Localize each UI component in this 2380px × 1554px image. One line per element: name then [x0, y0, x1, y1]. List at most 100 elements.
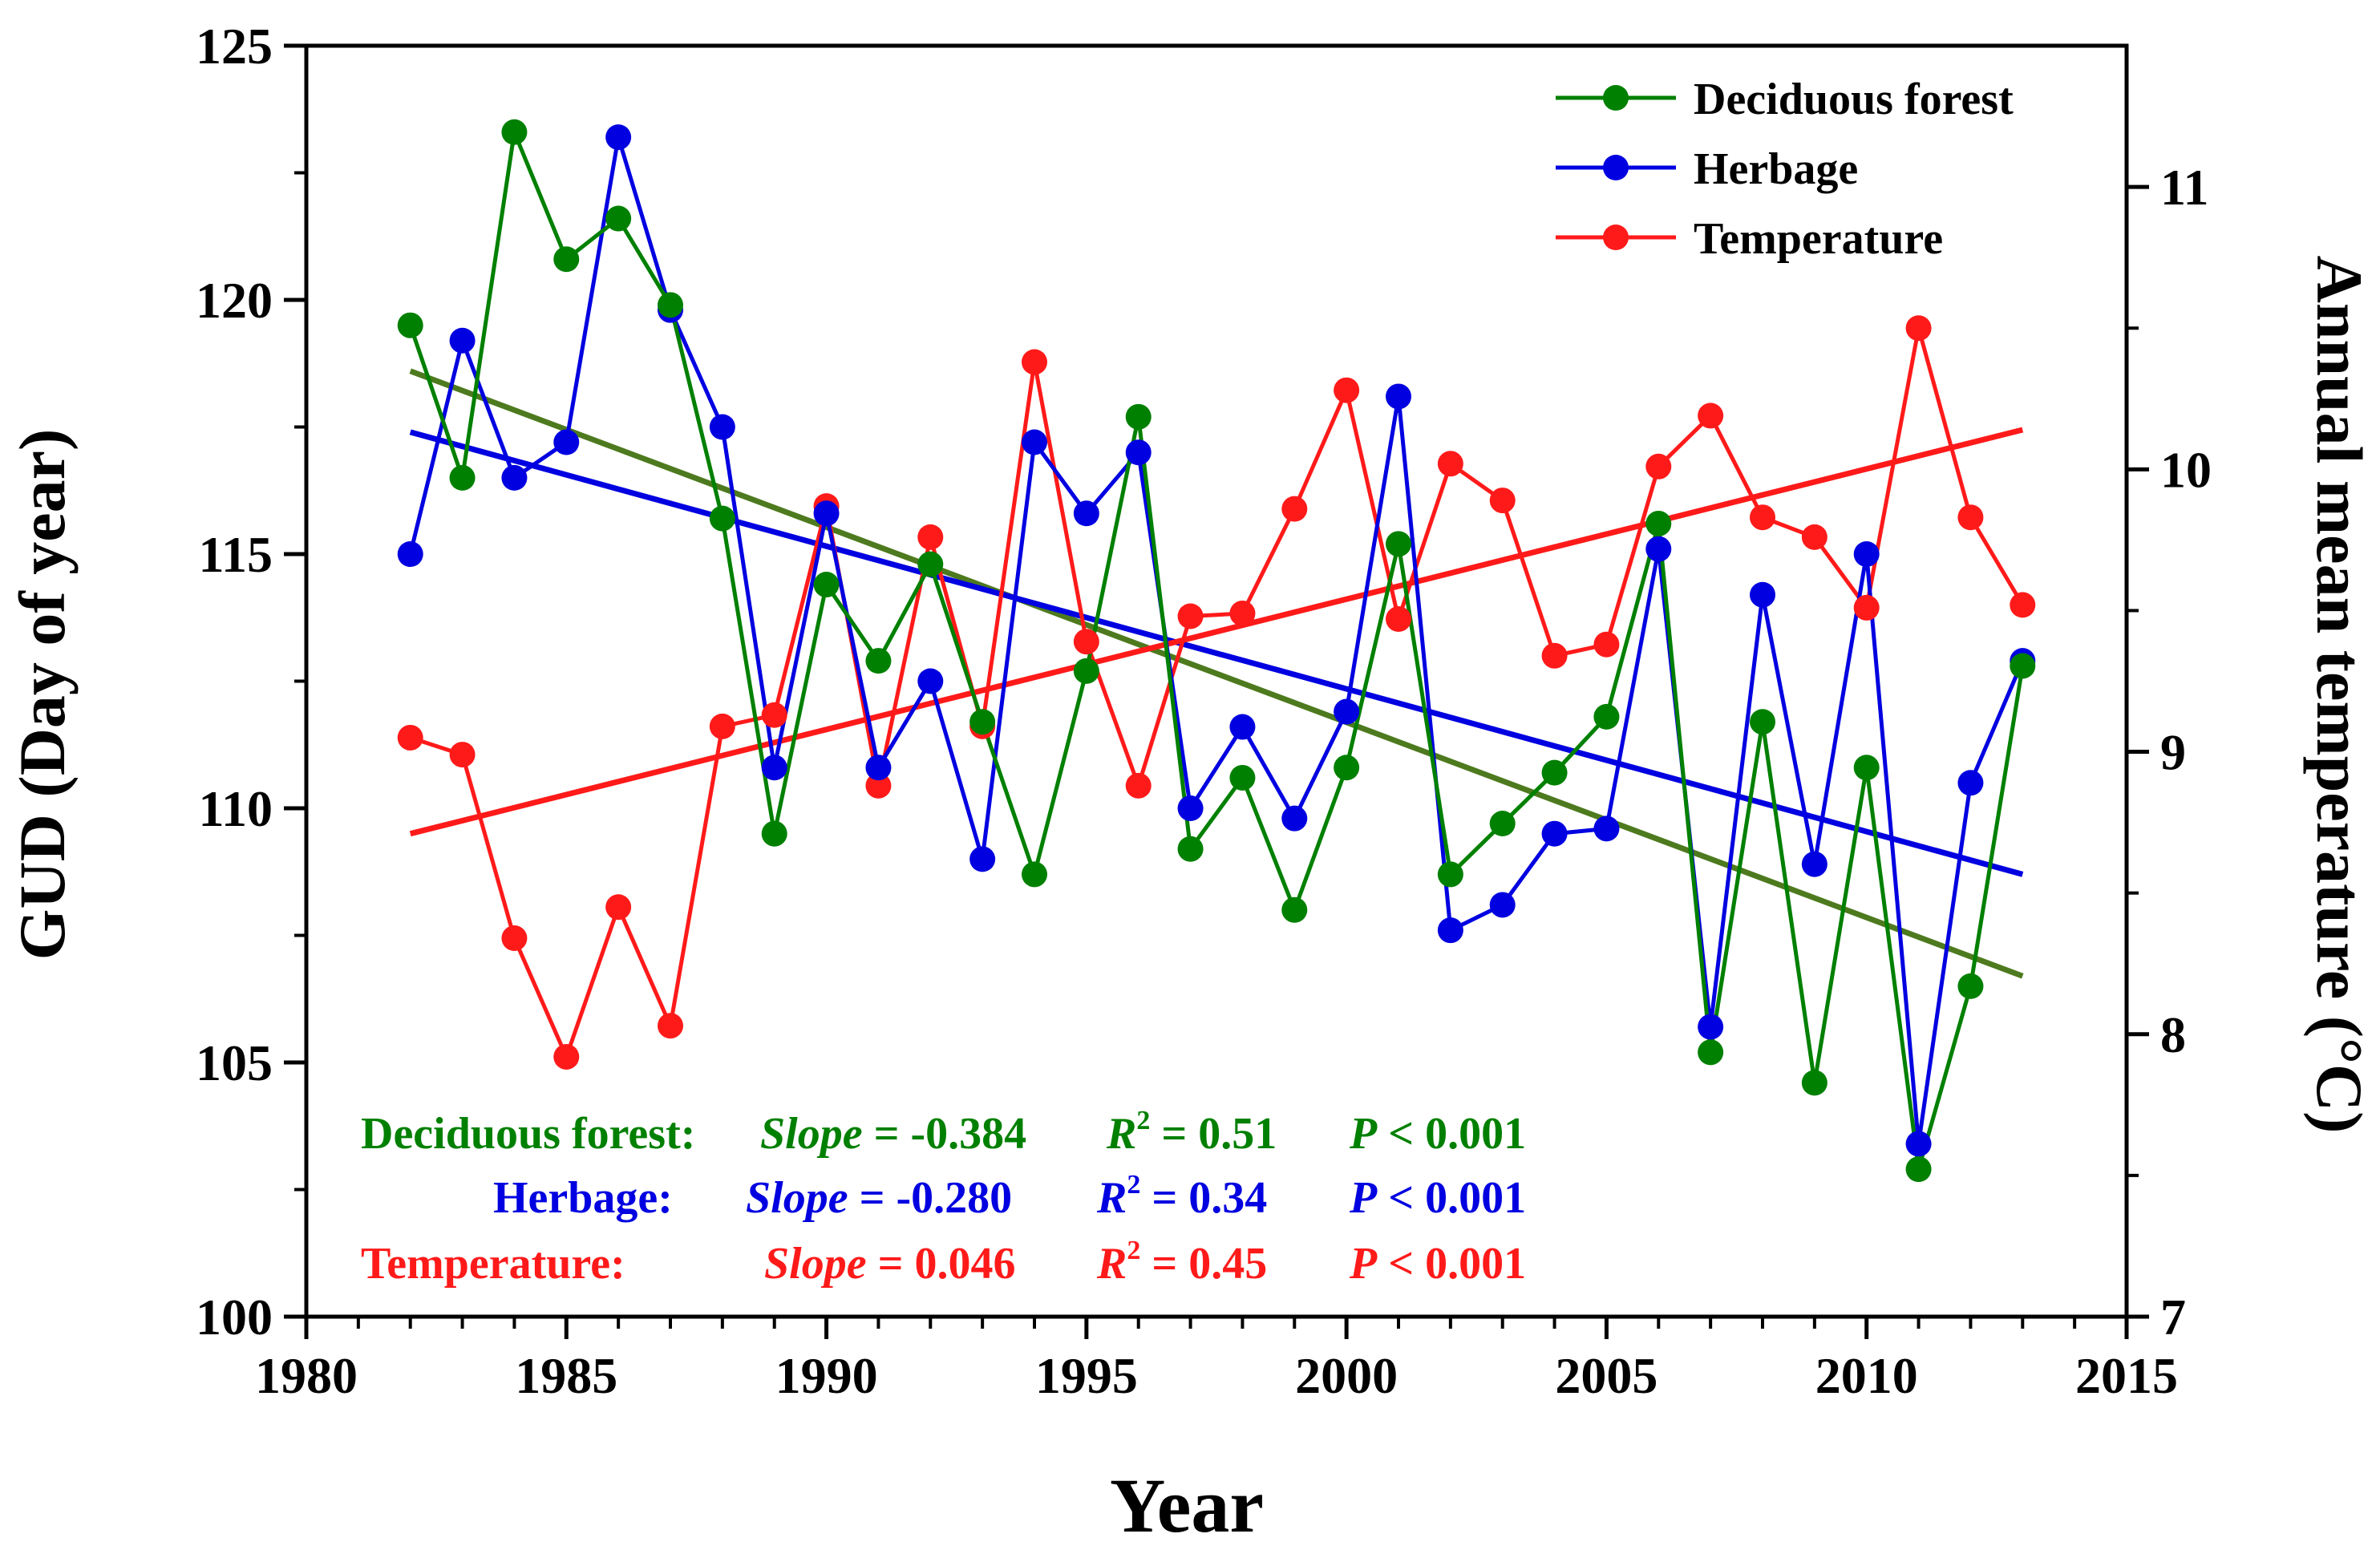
temperature-point — [1437, 451, 1463, 477]
deciduous-point — [813, 572, 840, 598]
herbage-point — [1281, 805, 1308, 832]
trend-lines-group — [409, 368, 2024, 979]
y-left-tick-label: 110 — [199, 780, 273, 837]
deciduous-trend-line — [409, 368, 2024, 979]
temperature-r2-value: = 0.45 — [1140, 1239, 1267, 1289]
temperature-point — [1593, 631, 1620, 658]
deciduous-point — [969, 709, 996, 735]
herbage-slope-word: Slope — [746, 1173, 848, 1223]
x-axis-title: Year — [1110, 1463, 1264, 1548]
legend-herbage-marker — [1603, 155, 1629, 180]
herbage-stats-p: P < 0.001 — [1349, 1173, 1526, 1223]
deciduous-point — [1386, 531, 1411, 557]
herbage-point — [1125, 439, 1152, 466]
herbage-point — [1022, 429, 1047, 455]
temperature-slope-value: = 0.046 — [867, 1239, 1016, 1289]
herbage-point — [1645, 536, 1672, 562]
herbage-point — [1437, 917, 1463, 944]
deciduous-point — [1229, 764, 1256, 791]
deciduous-point — [1437, 861, 1463, 888]
deciduous-series-line — [408, 124, 2025, 1170]
y-right-tick-label: 10 — [2160, 441, 2212, 498]
temperature-stats-p: P < 0.001 — [1349, 1239, 1526, 1289]
temperature-point — [449, 742, 476, 768]
herbage-point — [813, 500, 840, 527]
axes-group: 1980 1985 1990 1995 2000 2005 2010 2015 100 105 11… — [196, 18, 2212, 1404]
deciduous-point — [1489, 811, 1516, 837]
temperature-point — [1645, 453, 1672, 480]
herbage-point — [1073, 500, 1099, 527]
y-left-tick-label: 120 — [196, 272, 273, 329]
herbage-point — [605, 124, 632, 151]
regression-stats: Deciduous forest: Slope = -0.384 R2 = 0.51… — [361, 1106, 1526, 1289]
herbage-p-letter: P — [1349, 1173, 1378, 1223]
temperature-point — [605, 894, 632, 921]
deciduous-point — [1801, 1070, 1828, 1096]
y-left-tick-label: 100 — [196, 1289, 273, 1346]
legend-deciduous-label: Deciduous forest — [1694, 75, 2014, 124]
herbage-stats-r2: R2 = 0.34 — [1096, 1170, 1267, 1223]
herbage-point — [1386, 383, 1411, 410]
temperature-point — [1957, 504, 1984, 531]
temperature-point — [1281, 496, 1308, 522]
deciduous-p-value: < 0.001 — [1377, 1109, 1526, 1159]
temperature-point — [1334, 377, 1360, 403]
temperature-point — [761, 702, 787, 728]
temperature-slope-word: Slope — [764, 1239, 867, 1289]
deciduous-point — [761, 820, 787, 847]
x-tick-label: 2005 — [1555, 1347, 1658, 1404]
herbage-stats-slope: Slope = -0.280 — [746, 1173, 1012, 1223]
deciduous-point — [1957, 973, 1984, 999]
deciduous-point — [1281, 896, 1308, 923]
herbage-point — [1801, 851, 1828, 877]
herbage-series-line — [408, 136, 2025, 1144]
herbage-point — [1334, 698, 1360, 725]
herbage-r-superscript: 2 — [1127, 1170, 1140, 1200]
herbage-point — [1177, 795, 1204, 821]
deciduous-r-letter: R — [1106, 1109, 1136, 1159]
x-tick-label: 1990 — [775, 1347, 878, 1404]
deciduous-point — [2010, 653, 2036, 679]
temperature-stats-slope: Slope = 0.046 — [764, 1239, 1015, 1289]
herbage-slope-value: = -0.280 — [848, 1173, 1013, 1223]
deciduous-slope-value: = -0.384 — [863, 1109, 1027, 1159]
temperature-point — [397, 724, 423, 751]
herbage-point — [1750, 581, 1775, 608]
temperature-point — [501, 925, 528, 952]
y-left-tick-label: 125 — [196, 18, 273, 75]
herbage-point — [1957, 770, 1984, 796]
herbage-trend-line — [409, 429, 2024, 877]
temperature-point — [1229, 600, 1256, 626]
herbage-point — [449, 327, 476, 354]
deciduous-point — [1593, 703, 1620, 730]
y-right-tick-label: 9 — [2160, 724, 2186, 781]
herbage-point — [1489, 892, 1516, 918]
deciduous-r2-value: = 0.51 — [1150, 1109, 1277, 1159]
deciduous-point — [1541, 759, 1568, 786]
deciduous-point — [917, 551, 944, 577]
temperature-trend-line — [409, 427, 2024, 837]
temperature-point — [1073, 629, 1099, 655]
deciduous-stats-slope: Slope = -0.384 — [760, 1109, 1026, 1159]
temperature-point — [865, 772, 892, 799]
temperature-point — [709, 713, 735, 739]
temperature-point — [1489, 488, 1516, 514]
deciduous-point — [1698, 1039, 1724, 1066]
y-right-tick-label: 8 — [2160, 1006, 2186, 1063]
herbage-point — [553, 429, 580, 455]
legend-temperature-label: Temperature — [1694, 214, 1943, 264]
series-group — [397, 119, 2036, 1183]
temperature-r-letter: R — [1096, 1239, 1127, 1289]
temperature-point — [1853, 594, 1880, 621]
temperature-p-letter: P — [1349, 1239, 1378, 1289]
herbage-point — [1905, 1131, 1932, 1157]
deciduous-point — [1073, 658, 1099, 684]
temperature-stats-r2: R2 = 0.45 — [1096, 1236, 1267, 1289]
deciduous-point — [553, 246, 580, 273]
temperature-point — [658, 1013, 683, 1039]
herbage-point — [1698, 1014, 1724, 1040]
temperature-point — [1750, 504, 1775, 531]
y-left-tick-label: 115 — [199, 526, 273, 583]
y-right-tick-label: 11 — [2160, 159, 2208, 216]
